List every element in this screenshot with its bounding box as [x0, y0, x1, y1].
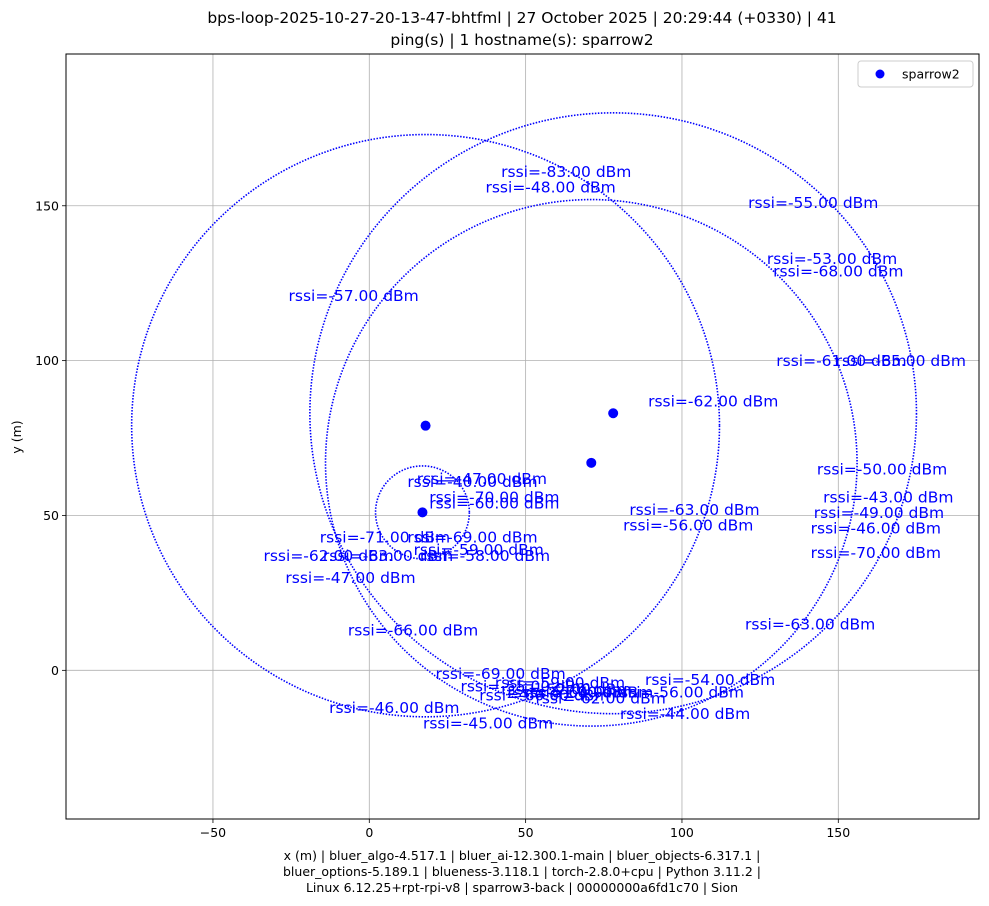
- rssi-label: rssi=-53.00 dBm: [767, 250, 897, 268]
- y-tick-label: 0: [51, 663, 59, 678]
- y-tick-label: 150: [35, 198, 59, 213]
- data-point: [417, 507, 428, 518]
- x-axis-label-line-1: x (m) | bluer_algo-4.517.1 | bluer_ai-12…: [284, 848, 761, 863]
- hostname-points: [417, 408, 619, 518]
- rssi-label: rssi=-47.00 dBm: [417, 470, 547, 488]
- data-point: [586, 457, 597, 468]
- rssi-label: rssi=-62.00 dBm: [263, 547, 393, 565]
- x-tick-label: 0: [365, 825, 373, 840]
- rssi-label: rssi=-56.00 dBm: [614, 684, 744, 702]
- y-axis-label: y (m): [9, 420, 24, 453]
- rssi-label: rssi=-65.00 dBm: [836, 352, 966, 370]
- legend-marker: [875, 69, 885, 79]
- rssi-label: rssi=-62.00 dBm: [536, 690, 666, 708]
- rssi-label: rssi=-62.00 dBm: [648, 392, 778, 410]
- rssi-label: rssi=-63.00 dBm: [323, 547, 453, 565]
- rssi-label: rssi=-64.00 dBm: [523, 684, 653, 702]
- rssi-label: rssi=-57.00 dBm: [289, 287, 419, 305]
- rssi-label: rssi=-58.00 dBm: [420, 547, 550, 565]
- rssi-label: rssi=-69.00 dBm: [407, 529, 537, 547]
- rssi-label: rssi=-70.00 dBm: [811, 544, 941, 562]
- rssi-range-circle: [130, 133, 721, 718]
- legend-label: sparrow2: [902, 67, 960, 82]
- rssi-label: rssi=-50.00 dBm: [817, 461, 947, 479]
- rssi-label: rssi=-48.00 dBm: [485, 179, 615, 197]
- rssi-label: rssi=-55.00 dBm: [460, 677, 590, 695]
- x-tick-label: −50: [200, 825, 226, 840]
- rssi-label: rssi=-47.00 dBm: [285, 569, 415, 587]
- rssi-label: rssi=-69.00 dBm: [435, 665, 565, 683]
- rssi-range-circle: [374, 465, 471, 560]
- x-tick-label: 50: [518, 825, 534, 840]
- x-tick-label: 100: [670, 825, 694, 840]
- rssi-label: rssi=-40.00 dBm: [407, 473, 537, 491]
- rssi-label: rssi=-54.00 dBm: [645, 671, 775, 689]
- rssi-label: rssi=-59.00 dBm: [495, 674, 625, 692]
- rssi-label: rssi=-60.00 dBm: [479, 687, 609, 705]
- rssi-label: rssi=-59.00 dBm: [414, 541, 544, 559]
- legend-box: [857, 60, 974, 88]
- rssi-label: rssi=-63.00 dBm: [745, 615, 875, 633]
- rssi-label: rssi=-68.00 dBm: [773, 262, 903, 280]
- rssi-label: rssi=-46.00 dBm: [811, 519, 941, 537]
- rssi-label: rssi=-49.00 dBm: [814, 504, 944, 522]
- chart-title-line-1: bps-loop-2025-10-27-20-13-47-bhtfml | 27…: [207, 9, 836, 27]
- plot-frame: [65, 53, 980, 820]
- rssi-label: rssi=-51.00 dBm: [507, 684, 637, 702]
- rssi-label: rssi=-45.00 dBm: [423, 714, 553, 732]
- data-point: [608, 408, 619, 419]
- x-axis-ticks: −50 0 50 100 150: [200, 819, 850, 840]
- rssi-label: rssi=-44.00 dBm: [620, 705, 750, 723]
- rssi-label: rssi=-60.00 dBm: [429, 495, 559, 513]
- x-tick-label: 150: [826, 825, 850, 840]
- y-tick-label: 50: [43, 508, 59, 523]
- rssi-label: rssi=-63.00 dBm: [629, 501, 759, 519]
- rssi-label: rssi=-66.00 dBm: [348, 622, 478, 640]
- chart-title-line-2: ping(s) | 1 hostname(s): sparrow2: [390, 31, 653, 49]
- legend: sparrow2: [857, 60, 974, 88]
- data-point: [420, 420, 431, 431]
- rssi-label: rssi=-56.00 dBm: [623, 516, 753, 534]
- rssi-label: rssi=-46.00 dBm: [329, 699, 459, 717]
- x-axis-label-line-3: Linux 6.12.25+rpt-rpi-v8 | sparrow3-back…: [306, 880, 738, 895]
- rssi-label: rssi=-52.00 dBm: [501, 680, 631, 698]
- rssi-label: rssi=-55.00 dBm: [748, 194, 878, 212]
- rssi-label: rssi=-70.00 dBm: [429, 488, 559, 506]
- x-axis-label-line-2: bluer_options-5.189.1 | blueness-3.118.1…: [283, 864, 761, 879]
- y-tick-label: 100: [35, 353, 59, 368]
- y-axis-ticks: 0 50 100 150: [35, 198, 66, 678]
- rssi-label: rssi=-71.00 dBm: [320, 529, 450, 547]
- rssi-label: rssi=-61.00 dBm: [776, 352, 906, 370]
- rssi-label: rssi=-83.00 dBm: [501, 163, 631, 181]
- rssi-circles: [130, 112, 918, 727]
- grid-lines: [66, 54, 979, 819]
- rssi-range-circle: [324, 198, 858, 727]
- rssi-label: rssi=-43.00 dBm: [823, 488, 953, 506]
- rssi-range-circle: [309, 112, 918, 715]
